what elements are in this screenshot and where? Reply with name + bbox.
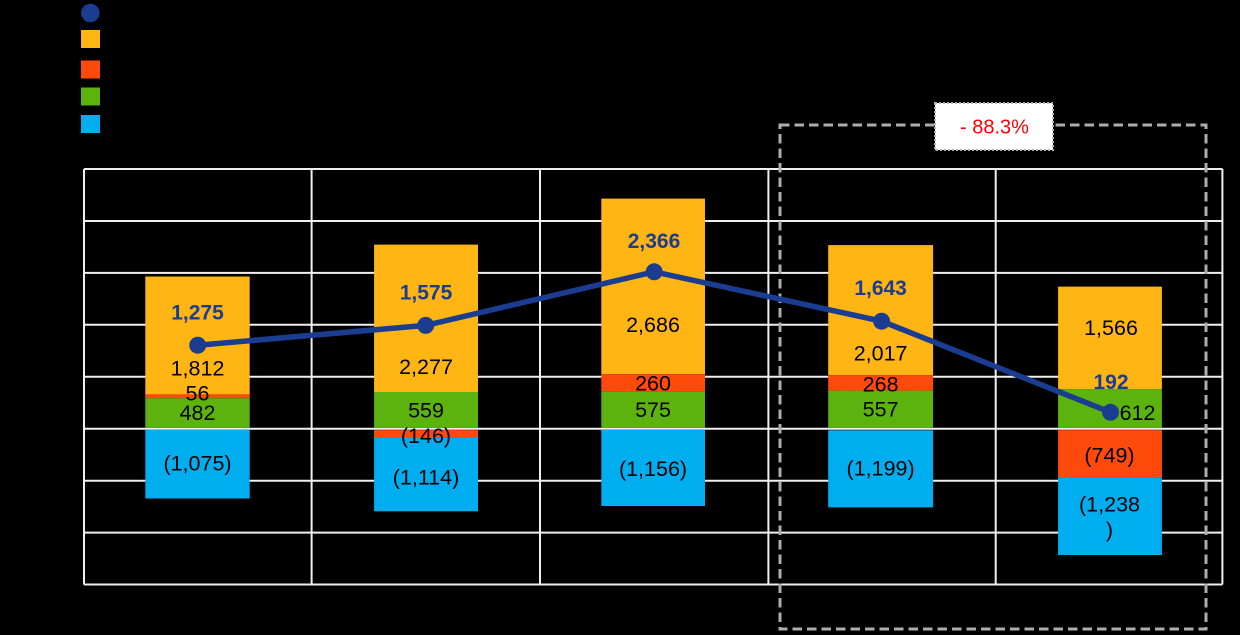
svg-text:2,017: 2,017 bbox=[854, 342, 908, 366]
svg-text:(1,156): (1,156) bbox=[619, 457, 687, 481]
svg-text:612: 612 bbox=[1120, 401, 1156, 425]
svg-text:1,643: 1,643 bbox=[854, 277, 907, 300]
svg-text:56: 56 bbox=[186, 382, 210, 406]
svg-text:2,366: 2,366 bbox=[628, 230, 681, 253]
svg-text:2,277: 2,277 bbox=[399, 355, 453, 379]
svg-text:2,686: 2,686 bbox=[626, 313, 680, 337]
svg-text:(749): (749) bbox=[1084, 444, 1134, 468]
svg-text:559: 559 bbox=[408, 398, 444, 422]
svg-text:1,566: 1,566 bbox=[1084, 316, 1138, 340]
svg-text:(1,238: (1,238 bbox=[1079, 493, 1140, 517]
svg-text:192: 192 bbox=[1093, 371, 1128, 394]
svg-text:557: 557 bbox=[863, 398, 899, 422]
svg-text:268: 268 bbox=[863, 373, 899, 397]
svg-text:(146): (146) bbox=[401, 424, 451, 448]
svg-text:482: 482 bbox=[180, 401, 216, 425]
svg-text:- 88.3%: - 88.3% bbox=[960, 117, 1029, 139]
svg-text:(1,114): (1,114) bbox=[393, 466, 460, 490]
svg-text:(1,199): (1,199) bbox=[847, 457, 915, 481]
svg-text:): ) bbox=[1106, 518, 1113, 542]
svg-text:(1,075): (1,075) bbox=[163, 452, 231, 476]
svg-text:1,812: 1,812 bbox=[171, 357, 225, 381]
svg-text:1,575: 1,575 bbox=[400, 282, 453, 305]
svg-text:1,275: 1,275 bbox=[171, 302, 224, 325]
svg-text:260: 260 bbox=[635, 372, 671, 396]
svg-text:575: 575 bbox=[635, 398, 671, 422]
